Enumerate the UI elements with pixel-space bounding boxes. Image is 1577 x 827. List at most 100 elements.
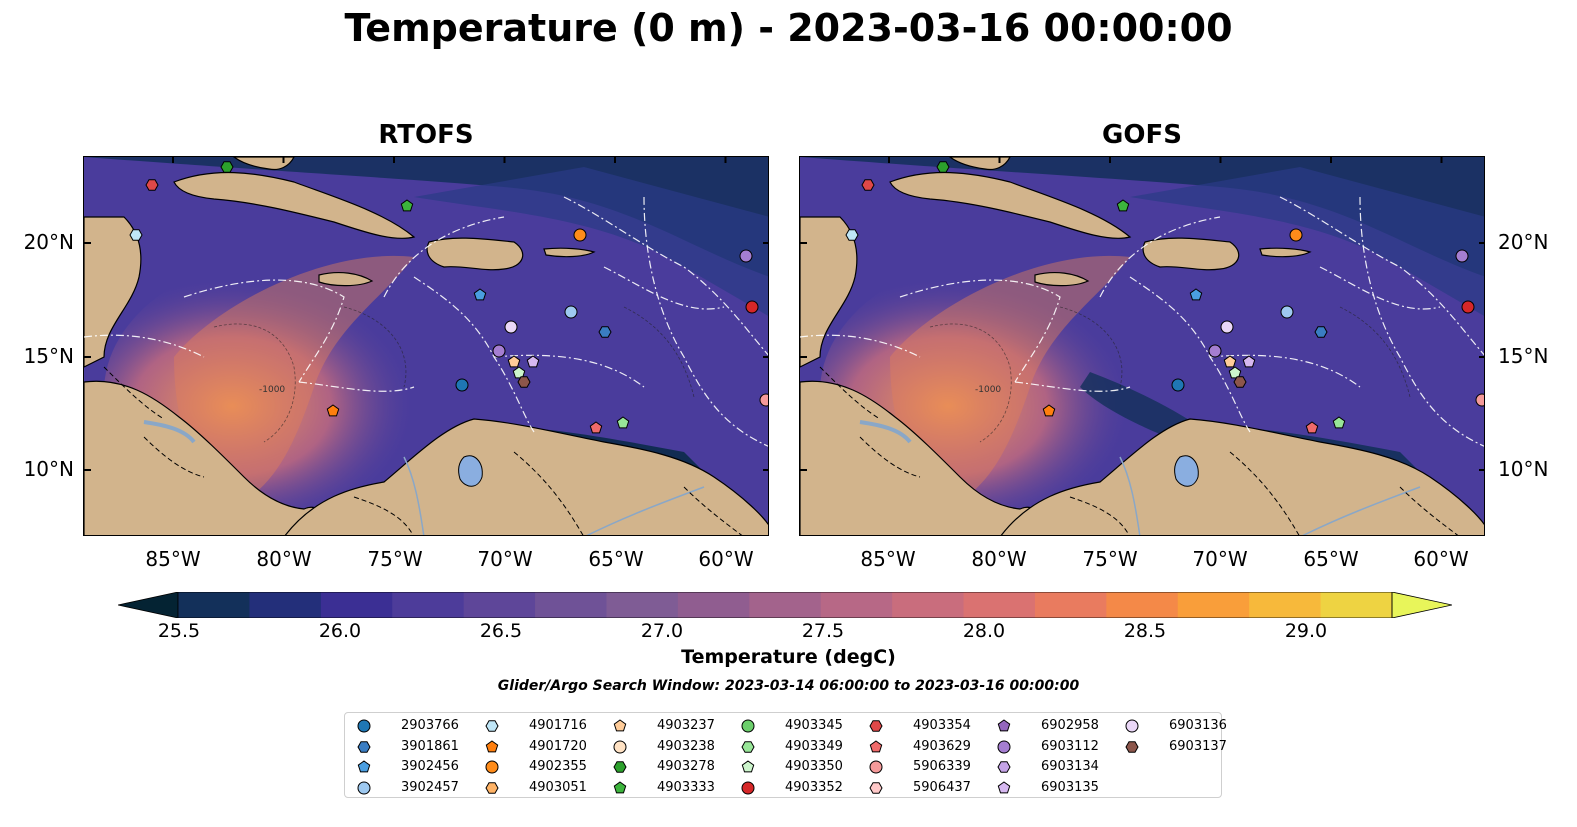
circle-marker-icon — [357, 781, 371, 794]
legend-marker — [869, 739, 883, 752]
legend-marker — [997, 761, 1011, 773]
eez-boundary — [1129, 276, 1251, 433]
float-marker — [759, 393, 768, 407]
float-marker — [1228, 366, 1242, 379]
lon-tick-label: 85°W — [145, 547, 201, 571]
pentagon-marker-icon — [613, 780, 627, 793]
legend-marker — [997, 780, 1011, 793]
country-border — [513, 451, 584, 535]
legend-marker — [1125, 719, 1139, 733]
legend-label: 4903354 — [913, 718, 971, 733]
colorbar-segment — [463, 592, 536, 618]
pentagon-marker-icon — [613, 719, 627, 732]
lon-tick-label: 80°W — [971, 547, 1027, 571]
colorbar-tick-label: 26.5 — [479, 620, 523, 642]
legend-marker — [613, 780, 627, 793]
colorbar-segment — [892, 592, 965, 618]
bathymetry-contour-label: -1000 — [975, 385, 1001, 395]
lon-tick-label: 65°W — [1303, 547, 1359, 571]
bathymetry-contour — [929, 323, 1012, 443]
float-marker — [512, 366, 526, 379]
land-mass — [318, 271, 374, 287]
float-marker — [861, 179, 875, 191]
eez-boundary — [1279, 196, 1484, 356]
colorbar-segment — [606, 592, 679, 618]
hexagon-marker-icon — [741, 740, 755, 753]
hexagon-marker-icon — [485, 720, 499, 732]
float-marker — [1220, 320, 1234, 334]
float-marker — [1455, 249, 1469, 263]
legend-marker — [485, 720, 499, 732]
legend-label: 2903766 — [401, 718, 459, 733]
circle-marker-icon — [741, 781, 755, 794]
pentagon-marker-icon — [997, 719, 1011, 732]
colorbar-segment — [1320, 592, 1393, 618]
lon-tick-label: 75°W — [367, 547, 423, 571]
hexagon-marker-icon — [997, 761, 1011, 773]
eez-boundary — [383, 216, 505, 298]
eez-boundary — [800, 334, 921, 358]
legend-marker — [357, 740, 371, 753]
land-mass — [889, 171, 1132, 239]
lat-tick-label: 10°N — [23, 457, 74, 481]
eez-boundary — [563, 196, 768, 356]
map-panel-gofs[interactable]: -1000 — [799, 156, 1485, 536]
country-border — [1069, 496, 1130, 535]
eez-boundary — [84, 334, 205, 358]
country-border — [143, 436, 205, 478]
float-marker — [400, 199, 414, 212]
pentagon-marker-icon — [741, 760, 755, 773]
land-mass — [543, 247, 596, 258]
circle-marker-icon — [357, 719, 371, 733]
legend-label: 4903352 — [785, 779, 843, 795]
colorbar-segment — [178, 592, 250, 618]
legend-label: 4902355 — [529, 759, 587, 774]
lon-tick-label: 60°W — [1413, 547, 1469, 571]
legend-label: 4903051 — [529, 779, 587, 795]
colorbar-segment — [392, 592, 465, 618]
panel-title-gofs: GOFS — [1102, 120, 1182, 150]
legend-label: 4903349 — [785, 738, 843, 754]
land-mass — [426, 237, 524, 271]
lon-tick-label: 65°W — [588, 547, 644, 571]
pentagon-marker-icon — [869, 739, 883, 752]
legend-marker — [741, 760, 755, 773]
circle-marker-icon — [485, 760, 499, 774]
float-marker — [1314, 326, 1328, 338]
legend-label: 4903350 — [785, 759, 843, 774]
float-marker — [504, 320, 518, 334]
lat-tick-label: 15°N — [23, 344, 74, 368]
river — [586, 486, 705, 535]
map-panel-rtofs[interactable]: -1000 — [83, 156, 769, 536]
lake-nicaragua — [143, 420, 196, 444]
land-mass — [284, 418, 768, 535]
colorbar-extend-high — [1391, 592, 1452, 618]
float-marker — [473, 288, 487, 301]
river — [1119, 456, 1141, 535]
colorbar-segment — [535, 592, 607, 618]
legend-label: 6903137 — [1169, 738, 1227, 754]
bathymetry-contour — [343, 306, 407, 388]
legend-marker — [997, 719, 1011, 732]
bathymetry-contour — [213, 323, 296, 443]
lake-nicaragua — [859, 420, 912, 444]
lon-tick-label: 75°W — [1082, 547, 1138, 571]
legend-marker — [485, 781, 499, 794]
legend-label: 4903345 — [785, 718, 843, 733]
legend-marker — [613, 719, 627, 732]
eez-boundary — [413, 276, 535, 433]
lon-tick-label: 70°W — [477, 547, 533, 571]
colorbar-segment — [963, 592, 1036, 618]
legend-marker — [613, 761, 627, 773]
legend-label: 4901716 — [529, 718, 587, 733]
land-mass — [232, 157, 295, 171]
country-border — [859, 436, 921, 478]
colorbar-tick-label: 28.5 — [1123, 620, 1167, 642]
eez-boundary — [899, 279, 1061, 383]
warm-water-region — [890, 255, 1130, 507]
bathymetry-contour — [1059, 306, 1123, 388]
lat-tick-label: 15°N — [1498, 344, 1549, 368]
eez-boundary — [603, 266, 725, 310]
legend-label: 4903237 — [657, 718, 715, 733]
legend-label: 6903134 — [1041, 759, 1099, 774]
